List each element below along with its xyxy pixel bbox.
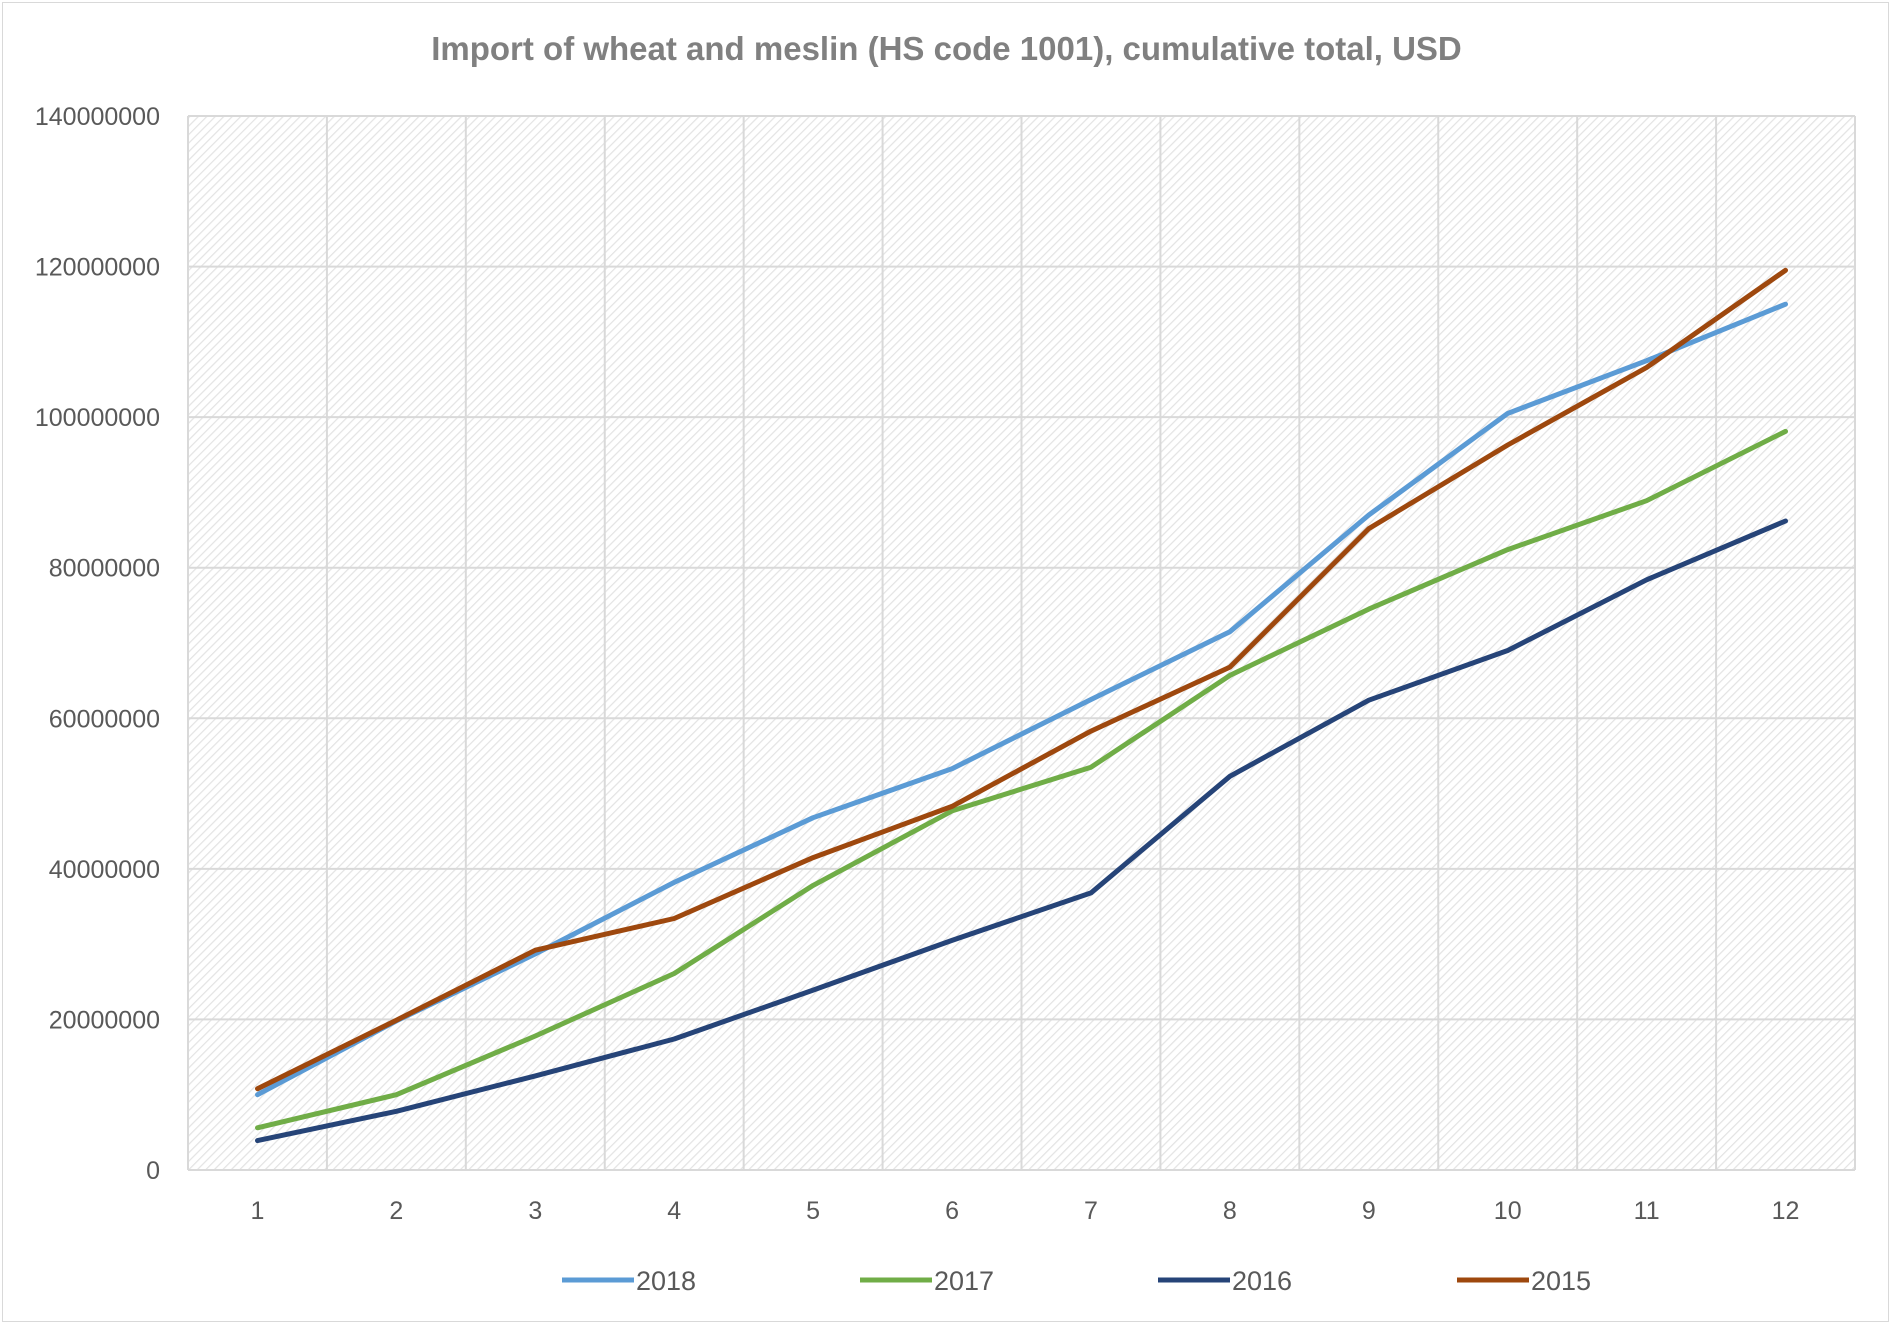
x-tick-label: 1: [251, 1197, 265, 1225]
y-tick-label: 140000000: [35, 103, 160, 131]
y-tick-label: 120000000: [35, 254, 160, 282]
series-line-2015: [255, 267, 1788, 1092]
legend-label-2015: 2015: [1531, 1266, 1591, 1296]
x-tick-label: 5: [806, 1197, 820, 1225]
x-tick-label: 3: [528, 1197, 542, 1225]
y-tick-label: 20000000: [49, 1006, 160, 1034]
y-tick-label: 80000000: [49, 555, 160, 583]
x-tick-label: 2: [389, 1197, 403, 1225]
y-tick-label: 100000000: [35, 404, 160, 432]
legend-label-2017: 2017: [934, 1266, 994, 1296]
series-line-2017: [255, 428, 1788, 1131]
series-line-2018: [255, 301, 1788, 1098]
x-tick-label: 7: [1084, 1197, 1098, 1225]
x-tick-label: 8: [1223, 1197, 1237, 1225]
y-tick-label: 60000000: [49, 705, 160, 733]
x-tick-label: 6: [945, 1197, 959, 1225]
x-axis: 1 2 3 4 5 6 7 8 9 10 11 12: [251, 1197, 1800, 1225]
series-lines: [255, 267, 1788, 1144]
chart-title: Import of wheat and meslin (HS code 1001…: [431, 30, 1462, 67]
series-line-2016: [255, 518, 1788, 1144]
x-tick-label: 4: [667, 1197, 681, 1225]
y-tick-label: 0: [146, 1157, 160, 1185]
legend-label-2016: 2016: [1232, 1266, 1292, 1296]
legend-label-2018: 2018: [636, 1266, 696, 1296]
y-axis: 0 20000000 40000000 60000000 80000000 1000000…: [35, 103, 160, 1185]
x-tick-label: 11: [1634, 1197, 1660, 1225]
x-tick-label: 9: [1362, 1197, 1376, 1225]
legend: 2018 2017 2016 2015: [562, 1266, 1591, 1296]
x-tick-label: 12: [1772, 1197, 1800, 1225]
x-tick-label: 10: [1494, 1197, 1522, 1225]
y-tick-label: 40000000: [49, 856, 160, 884]
gridlines: [187, 115, 1856, 1171]
